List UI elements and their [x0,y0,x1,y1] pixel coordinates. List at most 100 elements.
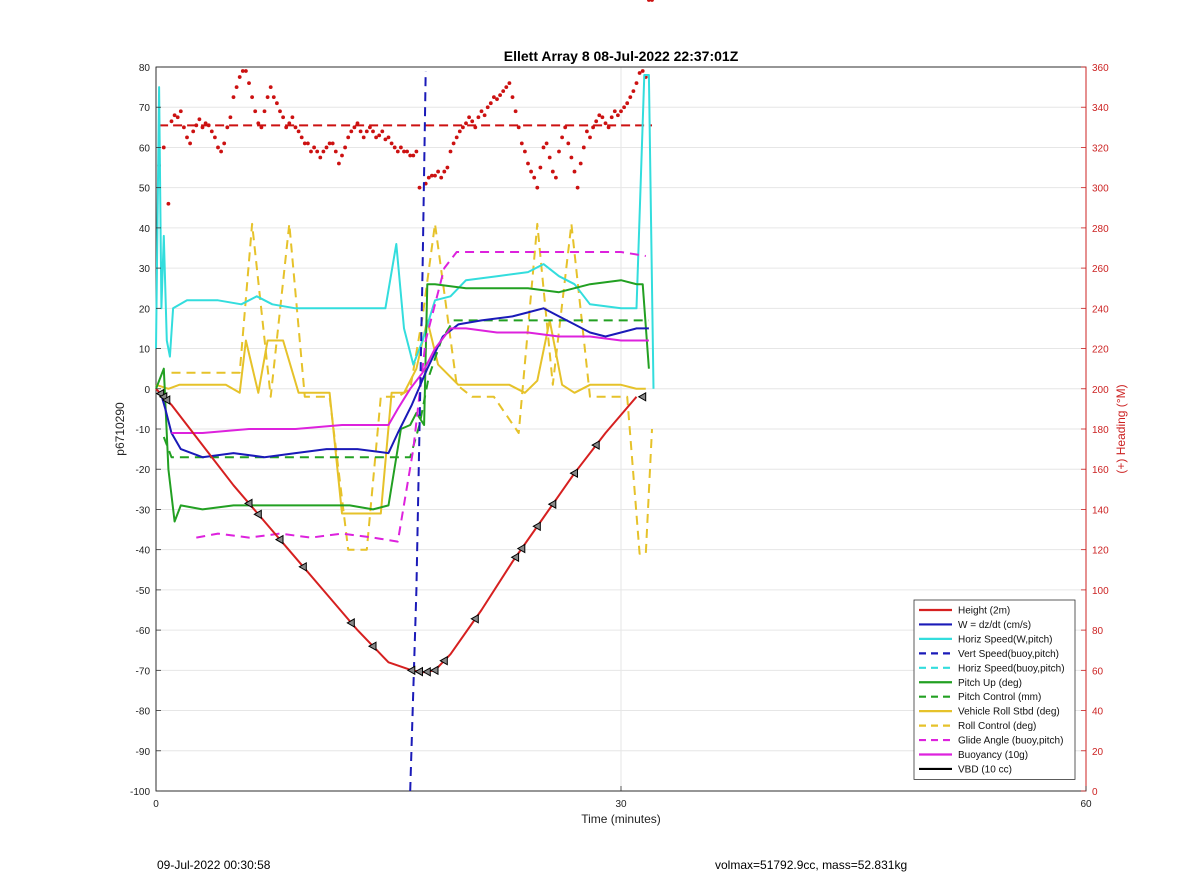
heading-point [612,109,617,114]
heading-point [498,93,502,98]
heading-point [213,135,217,140]
y2-tick-label: 360 [1092,63,1109,74]
heading-point [606,125,611,130]
height-marker [274,534,284,545]
heading-point [293,125,298,130]
height-marker [414,666,423,677]
y-tick-label: -30 [136,505,151,516]
heading-point [327,141,332,146]
heading-point [371,129,375,134]
y-tick-label: 40 [139,224,151,235]
heading-point [495,97,499,102]
heading-point [191,129,196,134]
heading-point [185,135,189,140]
height-marker [637,391,647,402]
height-marker [429,665,439,676]
heading-point [225,125,230,130]
y2-tick-label: 140 [1092,505,1109,516]
heading-point [479,109,484,114]
height-marker [532,521,541,532]
heading-point [439,175,444,180]
y-tick-label: 70 [139,103,151,114]
height-marker [439,655,448,666]
y2-axis-label: (+) Heading (°M) [1114,384,1128,473]
heading-point [253,109,258,114]
heading-point [464,121,468,126]
legend-entry: Pitch Control (mm) [958,692,1041,703]
heading-point [461,125,465,130]
heading-point [361,135,366,140]
heading-point [166,201,171,206]
heading-point [287,121,292,126]
heading-point [262,109,267,114]
heading-point [259,125,264,130]
x-tick-label: 0 [153,799,159,810]
heading-point [523,149,527,154]
heading-point [417,185,422,190]
heading-point [637,71,642,75]
legend-entry: VBD (10 cc) [958,764,1012,775]
heading-point [572,169,577,174]
heading-point [588,135,592,140]
heading-point [485,105,490,110]
legend-entry: W = dz/dt (cm/s) [958,620,1031,631]
heading-point [600,115,605,120]
y2-tick-label: 100 [1092,586,1109,597]
heading-point [619,109,623,114]
footer-timestamp: 09-Jul-2022 00:30:58 [157,858,271,872]
heading-point [430,173,434,178]
heading-point [631,89,636,94]
heading-point [634,81,639,85]
heading-point [411,153,416,158]
heading-point [209,129,214,134]
heading-point [650,0,654,2]
heading-point [206,123,211,128]
heading-point [380,129,385,134]
y2-tick-label: 60 [1092,666,1104,677]
legend-entry: Glide Angle (buoy,pitch) [958,736,1063,747]
series-line-w-dz-dt-cm-s [159,307,649,459]
heading-point [560,135,564,140]
heading-point [299,135,304,140]
y2-tick-label: 180 [1092,425,1109,436]
heading-point [234,85,239,90]
x-axis-label: Time (minutes) [581,812,661,826]
heading-point [256,121,261,126]
heading-point [442,169,447,174]
heading-point [284,125,289,130]
y2-tick-label: 40 [1092,707,1104,718]
series-line-vert-speed-buoy-pitch [409,70,427,792]
heading-point [392,145,397,150]
heading-point [275,101,279,106]
heading-point [237,75,242,79]
heading-point [340,153,344,158]
heading-point [609,115,614,120]
heading-point [250,95,255,100]
heading-point [377,133,382,138]
y-tick-label: -90 [136,747,151,758]
heading-point [547,155,552,160]
legend-entry: Vehicle Roll Stbd (deg) [958,707,1060,718]
heading-point [557,149,561,154]
heading-point [544,141,549,146]
heading-point [349,129,354,134]
heading-point [581,145,586,150]
heading-point [172,113,177,118]
y-tick-label: 20 [139,304,151,315]
heading-point [616,113,620,118]
y-tick-label: 10 [139,345,151,356]
heading-point [333,149,338,154]
series-line-buoyancy-10g [171,327,649,434]
series-line-horiz-speed-w-pitch [155,74,655,389]
height-marker [298,561,307,572]
height-marker [510,552,520,563]
heading-point [200,125,205,130]
y2-tick-label: 300 [1092,184,1109,195]
heading-point [526,161,530,166]
heading-point [355,121,360,126]
legend: Height (2m) W = dz/dt (cm/s) Horiz Speed(W… [913,599,1076,780]
heading-point [575,185,580,190]
heading-point [296,129,301,134]
heading-point [510,95,515,100]
